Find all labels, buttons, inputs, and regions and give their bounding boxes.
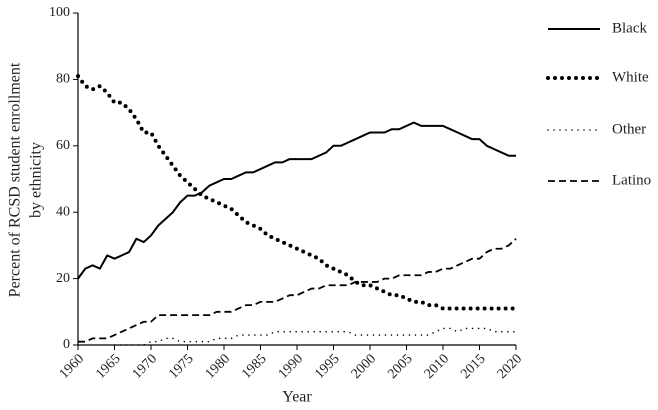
x-tick-label: 1975 (166, 351, 196, 381)
y-axis-label: Percent of RCSD student enrollment (7, 62, 24, 297)
y-tick-label: 60 (56, 138, 70, 153)
x-tick-label: 1970 (130, 351, 160, 381)
legend-label: Black (612, 20, 647, 36)
x-tick-label: 1965 (93, 351, 123, 381)
data-line (76, 74, 518, 311)
y-tick-label: 100 (49, 5, 70, 20)
x-tick-label: 2015 (458, 351, 488, 381)
data-line (78, 238, 517, 343)
x-tick-label: 2000 (349, 351, 379, 381)
y-tick-label: 0 (63, 337, 70, 352)
x-tick-label: 1985 (239, 351, 269, 381)
y-tick-label: 20 (56, 271, 70, 286)
data-line (113, 327, 517, 346)
x-tick-label: 2010 (422, 351, 452, 381)
y-axis-label: by ethnicity (28, 142, 45, 218)
x-tick-label: 2020 (495, 351, 525, 381)
legend-label: White (612, 69, 649, 85)
legend-label: Other (612, 121, 646, 137)
x-tick-label: 1980 (203, 351, 233, 381)
x-tick-label: 1990 (276, 351, 306, 381)
legend-label: Latino (612, 172, 651, 188)
y-tick-label: 40 (56, 204, 70, 219)
x-tick-label: 1960 (57, 351, 87, 381)
data-line (77, 121, 516, 280)
y-tick-label: 80 (56, 72, 70, 87)
x-tick-label: 2005 (385, 351, 415, 381)
x-tick-label: 1995 (312, 351, 342, 381)
x-axis-label: Year (282, 389, 312, 406)
